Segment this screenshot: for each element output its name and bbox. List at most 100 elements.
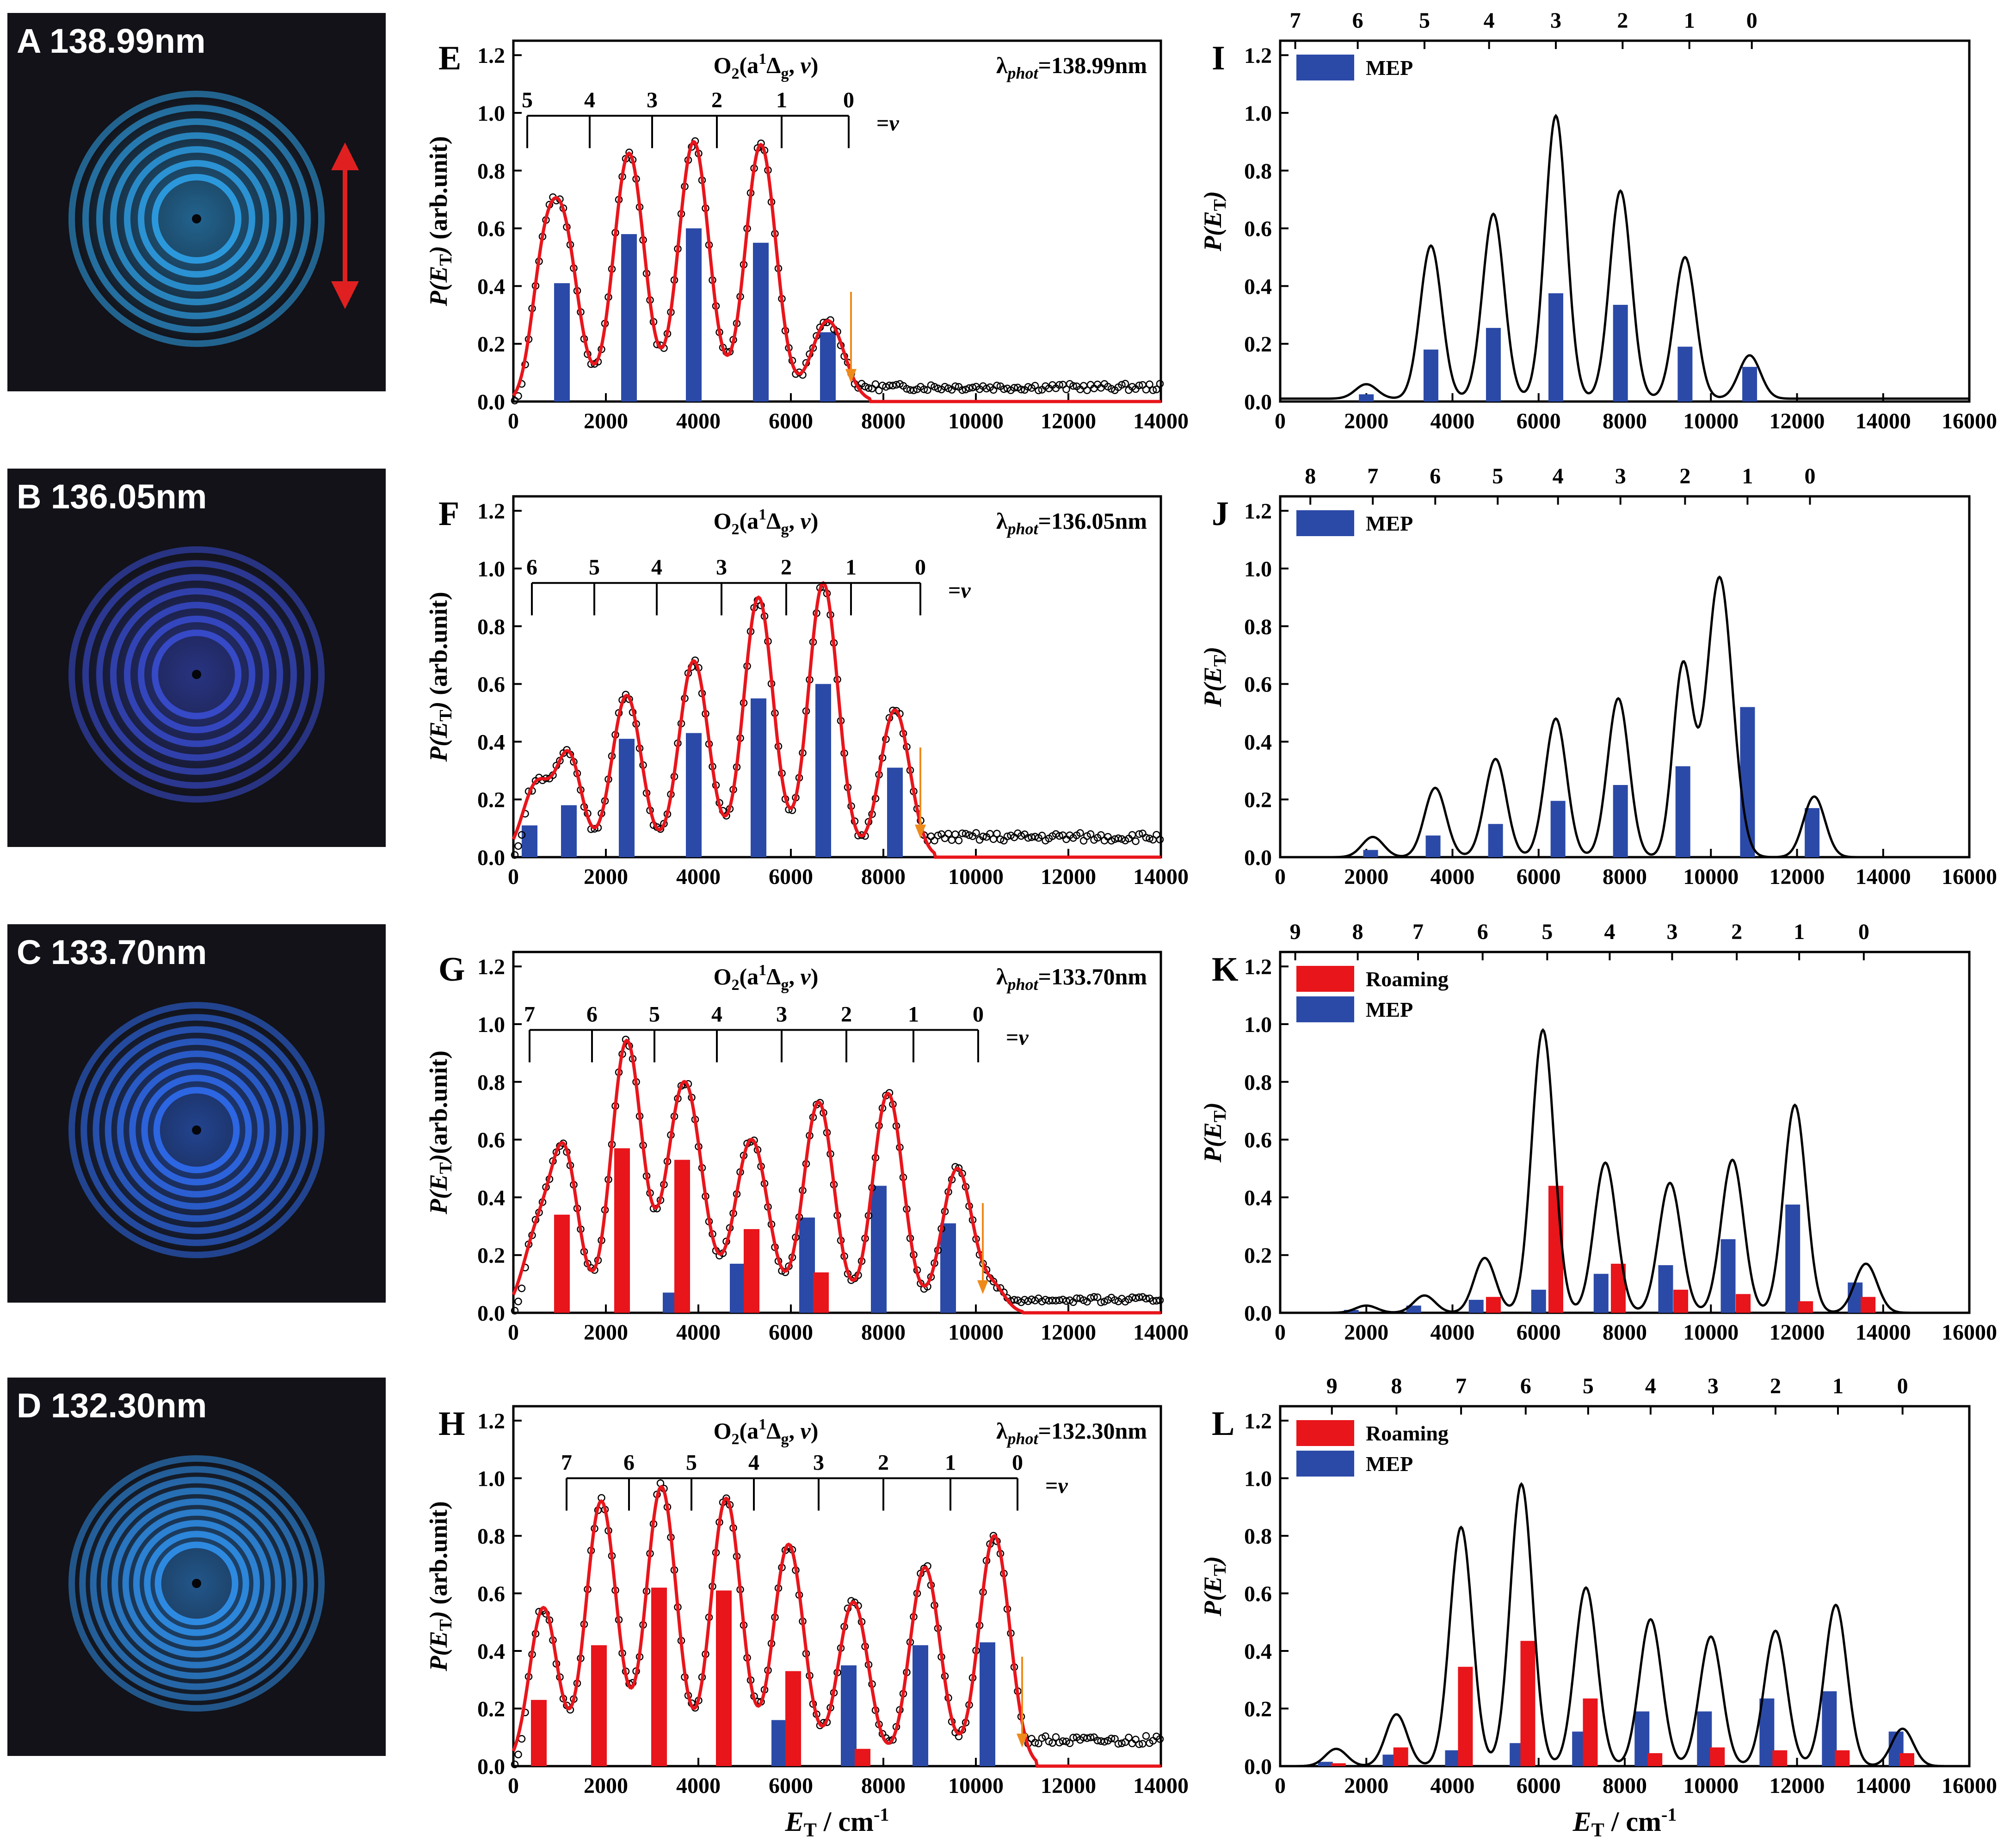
y-tick-label: 1.2 [1244,1409,1272,1434]
x-tick-label: 14000 [1856,409,1911,433]
ring [105,1038,289,1222]
ring [110,588,283,761]
y-tick-label: 1.0 [477,1467,505,1491]
y-tick-label: 0.0 [477,1755,505,1779]
data-point [1142,834,1150,842]
wavelength-annotation: λphot=138.99nm [996,52,1147,82]
x-tick-label: 14000 [1856,865,1911,889]
top-v-label: 9 [1326,1374,1338,1398]
x-tick-label: 6000 [769,409,813,433]
ring [82,560,311,789]
top-v-label: 8 [1391,1374,1402,1398]
data-point [931,383,938,391]
mep-bar [771,1720,787,1766]
y-tick-label: 0.0 [477,390,505,414]
data-point [1042,1732,1049,1740]
data-point [1000,385,1008,393]
data-point [875,386,883,395]
top-v-label: 0 [1804,464,1815,488]
data-point [1149,386,1157,394]
mep-bar [1697,1711,1712,1766]
data-point [1035,1739,1042,1748]
y-tick-label: 1.0 [1244,1467,1272,1491]
top-v-label: 8 [1352,920,1363,944]
center-spot [192,1125,201,1135]
data-point [514,1298,522,1305]
top-v-label: 2 [1617,8,1628,33]
legend-swatch [1296,1420,1354,1446]
data-point [1083,1734,1091,1742]
roaming-bar [785,1671,801,1766]
mep-bar [799,1218,815,1313]
data-point [993,382,1001,389]
image-panel-label: C 133.70nm [17,933,207,972]
top-v-label: 1 [1794,920,1805,944]
top-v-label: 7 [1367,464,1378,488]
top-v-label: 3 [1708,1374,1719,1398]
threshold-arrowhead [1017,1733,1028,1748]
comb-label: 3 [647,88,658,112]
data-point [1107,385,1116,393]
top-v-label: 6 [1430,464,1441,488]
chart-panel-E: 0.00.20.40.60.81.01.20 2000 4000 6000 8000 10… [425,39,1189,433]
comb-label: 0 [843,88,854,112]
data-point [1135,1740,1143,1748]
top-v-label: 4 [1604,920,1615,944]
top-v-label: 1 [1832,1374,1844,1398]
y-tick-label: 0.0 [477,1301,505,1326]
data-point [591,825,598,833]
data-point [1128,1739,1136,1748]
mep-bar [1613,785,1628,857]
data-point [1038,832,1046,840]
mep-bar [751,698,766,857]
top-v-label: 2 [1770,1374,1781,1398]
image-panel-label: D 132.30nm [17,1386,207,1425]
x-tick-label: 16000 [1942,1774,1997,1798]
data-point [955,836,963,845]
roaming-bar [1393,1747,1408,1766]
data-point [1107,837,1116,845]
x-tick-label: 0 [1275,1774,1286,1798]
x-tick-label: 10000 [1683,1774,1739,1798]
y-tick-label: 0.2 [477,1243,505,1268]
experimental-data [511,137,1164,405]
x-tick-label: 2000 [1344,1774,1388,1798]
x-tick-label: 14000 [1133,1774,1189,1798]
comb-eq-label: =v [1045,1474,1068,1498]
data-point [927,381,935,389]
velocity-map-image: B 136.05nm [7,469,386,847]
comb-label: 7 [524,1002,535,1026]
legend-label: Roaming [1366,1422,1449,1445]
ring-pattern [68,546,325,803]
plot-frame [512,39,1162,403]
x-tick-label: 8000 [861,409,906,433]
fit-curve [512,140,1161,403]
data-point [958,386,966,394]
data-point [965,831,973,839]
data-point [514,1750,522,1759]
data-point [931,836,938,845]
y-tick-label: 0.2 [477,1697,505,1722]
mep-bar [1805,808,1820,857]
polarization-arrow [331,142,359,309]
mep-bar [1488,824,1503,857]
y-tick-label: 0.8 [1244,1524,1272,1549]
top-v-label: 6 [1352,8,1363,33]
y-tick-label: 0.2 [477,332,505,357]
mep-bar [1318,1761,1333,1766]
chart-panel-L: 0.00.20.40.60.81.01.20 2000 4000 6000 8000 10… [1199,1374,1997,1841]
y-tick-label: 1.2 [1244,955,1272,979]
y-tick-label: 0.0 [1244,1755,1272,1779]
data-point [1097,831,1105,839]
image-panel-label: B 136.05nm [17,477,207,516]
data-point [941,383,949,391]
wavelength-annotation: λphot=136.05nm [996,508,1147,538]
roaming-bar [554,1214,570,1313]
panel-letter: G [438,951,465,989]
x-tick-label: 10000 [948,1774,1004,1798]
comb-label: 4 [748,1451,759,1475]
ring-pattern [68,1002,325,1258]
theory-curve [1280,114,1969,400]
data-point [882,383,890,391]
